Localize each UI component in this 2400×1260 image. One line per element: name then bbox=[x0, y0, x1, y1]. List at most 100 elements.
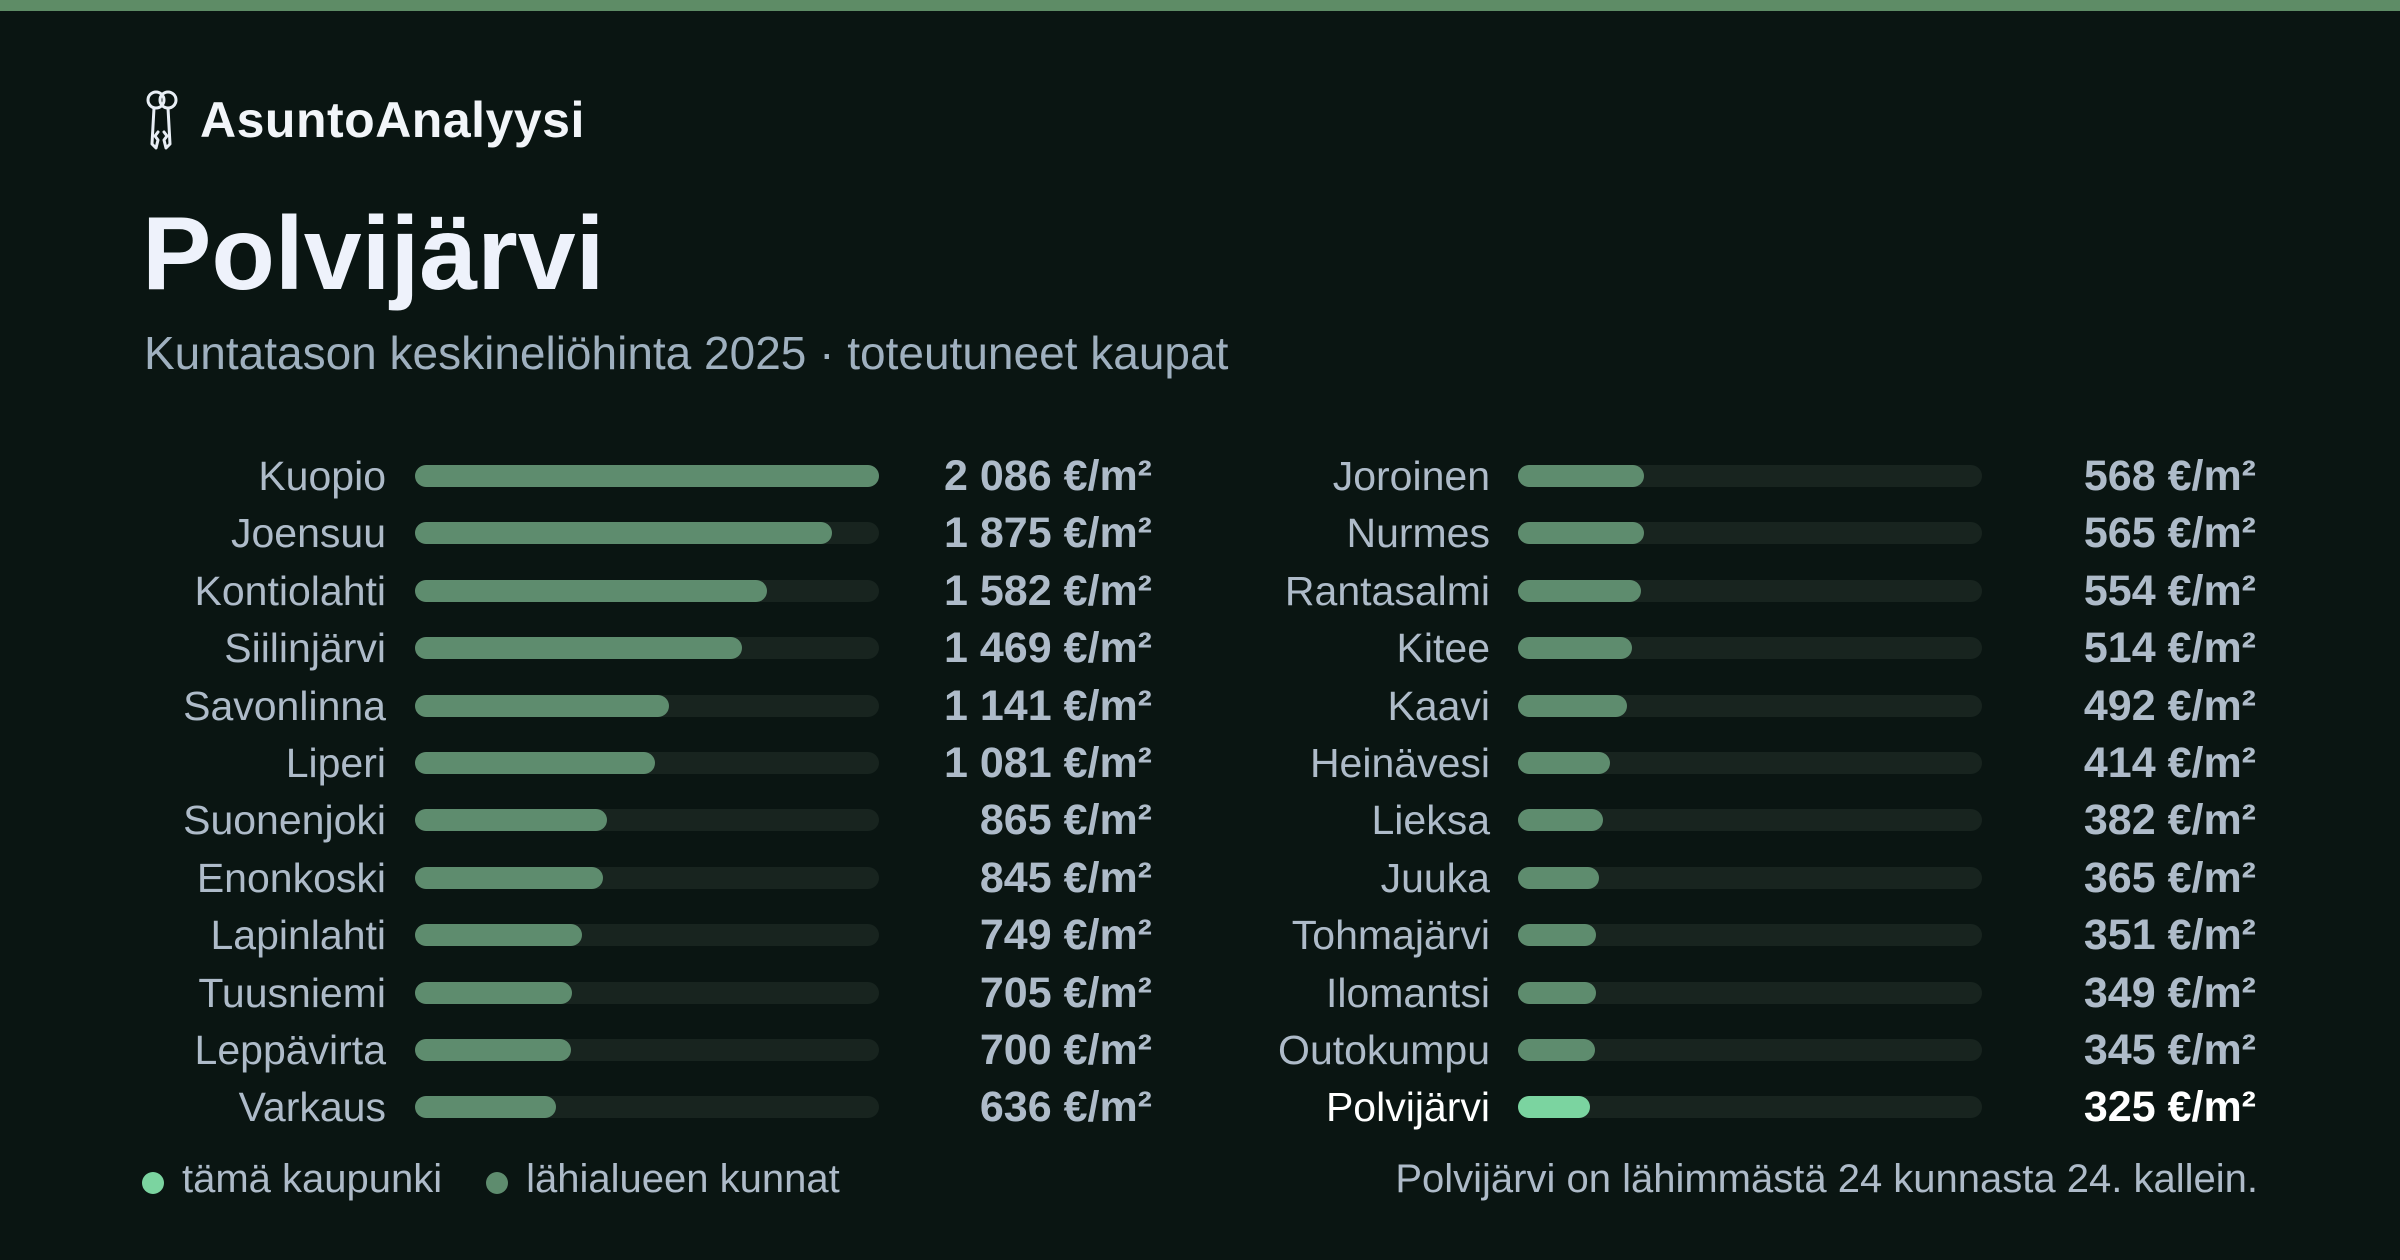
bar-row-varkaus: Varkaus 636 €/m² bbox=[0, 1079, 2400, 1136]
bar-row-tuusniemi: Tuusniemi 705 €/m² bbox=[0, 965, 2400, 1022]
value-label: 845 €/m² bbox=[979, 854, 1152, 902]
value-label: 565 €/m² bbox=[2083, 509, 2256, 557]
value-label: 349 €/m² bbox=[2083, 969, 2256, 1017]
page-subtitle: Kuntatason keskineliöhinta 2025 · toteut… bbox=[144, 327, 1229, 379]
value-label: 1 582 €/m² bbox=[944, 567, 1152, 615]
bar-row-enonkoski: Enonkoski 845 €/m² bbox=[0, 850, 2400, 907]
category-label: Kaavi bbox=[1387, 683, 1490, 729]
value-label: 2 086 €/m² bbox=[944, 452, 1152, 500]
legend-item-this-city: tämä kaupunki bbox=[142, 1157, 442, 1202]
bar bbox=[1518, 1096, 1590, 1118]
value-label: 1 875 €/m² bbox=[944, 509, 1152, 557]
category-label: Outokumpu bbox=[1278, 1027, 1490, 1073]
bar bbox=[1518, 637, 1632, 659]
bar-row-ilomantsi: Ilomantsi 349 €/m² bbox=[0, 965, 2400, 1022]
bar-row-polvijarvi: Polvijärvi 325 €/m² bbox=[0, 1079, 2400, 1136]
bar-row-kuopio: Kuopio 2 086 €/m² bbox=[0, 448, 2400, 505]
bar-track bbox=[1518, 522, 1982, 544]
bar bbox=[415, 752, 655, 774]
category-label: Polvijärvi bbox=[1325, 1084, 1490, 1130]
bar bbox=[415, 867, 603, 889]
category-label: Lapinlahti bbox=[210, 912, 386, 958]
value-label: 568 €/m² bbox=[2083, 452, 2256, 500]
value-label: 749 €/m² bbox=[979, 911, 1152, 959]
category-label: Nurmes bbox=[1346, 510, 1490, 556]
bar-row-leppavirta: Leppävirta 700 €/m² bbox=[0, 1022, 2400, 1079]
bar-row-rantasalmi: Rantasalmi 554 €/m² bbox=[0, 563, 2400, 620]
bar-track bbox=[415, 1096, 879, 1118]
keys-icon bbox=[146, 90, 178, 150]
legend-dot-nearby bbox=[486, 1172, 509, 1194]
bar-track bbox=[1518, 580, 1982, 602]
category-label: Leppävirta bbox=[194, 1027, 386, 1073]
bar bbox=[1518, 982, 1596, 1004]
bar-track bbox=[1518, 924, 1982, 946]
bar-row-juuka: Juuka 365 €/m² bbox=[0, 850, 2400, 907]
bar bbox=[1518, 809, 1603, 831]
category-label: Heinävesi bbox=[1309, 740, 1490, 786]
bar-row-joroinen: Joroinen 568 €/m² bbox=[0, 448, 2400, 505]
value-label: 1 469 €/m² bbox=[944, 624, 1152, 672]
bar-row-lapinlahti: Lapinlahti 749 €/m² bbox=[0, 907, 2400, 964]
bar bbox=[1518, 867, 1599, 889]
category-label: Tohmajärvi bbox=[1291, 912, 1490, 958]
brand-name: AsuntoAnalyysi bbox=[200, 92, 585, 148]
bar-track bbox=[1518, 1096, 1982, 1118]
value-label: 865 €/m² bbox=[979, 796, 1152, 844]
bar-track bbox=[1518, 867, 1982, 889]
category-label: Joensuu bbox=[230, 510, 386, 556]
bar-track bbox=[1518, 1039, 1982, 1061]
bar bbox=[415, 637, 742, 659]
bar bbox=[415, 580, 767, 602]
bar-track bbox=[415, 580, 879, 602]
bar-track bbox=[1518, 637, 1982, 659]
bar-track bbox=[1518, 695, 1982, 717]
value-label: 351 €/m² bbox=[2083, 911, 2256, 959]
bar-track bbox=[415, 695, 879, 717]
bar bbox=[415, 1096, 556, 1118]
bar-row-kontiolahti: Kontiolahti 1 582 €/m² bbox=[0, 563, 2400, 620]
bar-track bbox=[1518, 809, 1982, 831]
category-label: Juuka bbox=[1380, 855, 1490, 901]
legend-label-this-city: tämä kaupunki bbox=[182, 1156, 443, 1201]
bar-row-tohmajarvi: Tohmajärvi 351 €/m² bbox=[0, 907, 2400, 964]
bar bbox=[415, 924, 582, 946]
bar-track bbox=[415, 982, 879, 1004]
category-label: Kuopio bbox=[258, 453, 386, 499]
legend-dot-highlight bbox=[142, 1172, 164, 1194]
bar bbox=[1518, 752, 1610, 774]
bar-row-kitee: Kitee 514 €/m² bbox=[0, 620, 2400, 677]
accent-stripe bbox=[0, 0, 2400, 11]
value-label: 1 141 €/m² bbox=[944, 682, 1152, 730]
bar-track bbox=[415, 809, 879, 831]
bar bbox=[415, 695, 669, 717]
bar bbox=[1518, 924, 1596, 946]
bar-track bbox=[1518, 465, 1982, 487]
rank-footnote: Polvijärvi on lähimmästä 24 kunnasta 24.… bbox=[1395, 1157, 2258, 1201]
value-label: 345 €/m² bbox=[2083, 1026, 2256, 1074]
bar-row-siilinjarvi: Siilinjärvi 1 469 €/m² bbox=[0, 620, 2400, 677]
bar-track bbox=[415, 1039, 879, 1061]
bar-row-heinavesi: Heinävesi 414 €/m² bbox=[0, 735, 2400, 792]
category-label: Varkaus bbox=[238, 1084, 386, 1130]
bar bbox=[1518, 695, 1627, 717]
bar-track bbox=[415, 637, 879, 659]
value-label: 365 €/m² bbox=[2083, 854, 2256, 902]
bar-track bbox=[415, 924, 879, 946]
bar-row-nurmes: Nurmes 565 €/m² bbox=[0, 505, 2400, 562]
bar-track bbox=[415, 752, 879, 774]
legend: tämä kaupunki lähialueen kunnat bbox=[142, 1152, 884, 1206]
bar bbox=[415, 1039, 571, 1061]
category-label: Savonlinna bbox=[183, 683, 386, 729]
bar-track bbox=[415, 522, 879, 544]
category-label: Enonkoski bbox=[196, 855, 386, 901]
value-label: 492 €/m² bbox=[2083, 682, 2256, 730]
value-label: 414 €/m² bbox=[2083, 739, 2256, 787]
category-label: Tuusniemi bbox=[198, 970, 386, 1016]
bar bbox=[1518, 522, 1644, 544]
value-label: 1 081 €/m² bbox=[944, 739, 1152, 787]
bar bbox=[415, 809, 607, 831]
legend-label-nearby: lähialueen kunnat bbox=[526, 1156, 840, 1201]
bar-row-outokumpu: Outokumpu 345 €/m² bbox=[0, 1022, 2400, 1079]
